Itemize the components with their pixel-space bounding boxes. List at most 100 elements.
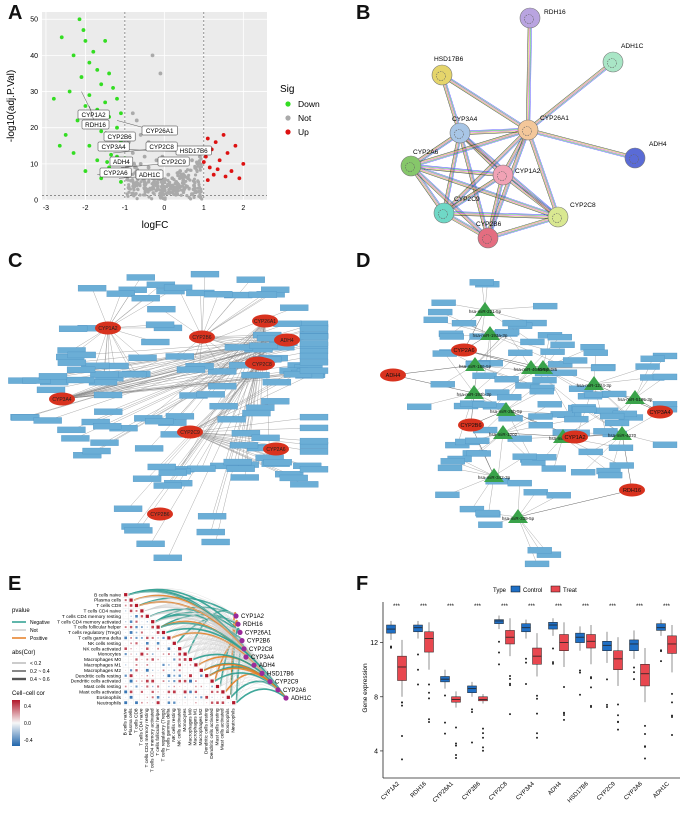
mirna-node[interactable]: hsa-miR-193a-3p [473, 326, 508, 340]
cellcor-mark [141, 659, 143, 660]
immune-gene-cyp2c9[interactable]: CYP2C9 [267, 679, 299, 686]
volcano-point-up [223, 174, 228, 179]
mirna-gene-adh4[interactable]: ADH4 [380, 368, 406, 382]
immune-gene-cyp1a2[interactable]: CYP1A2 [233, 613, 265, 620]
mirna-node[interactable]: hsa-miR-186-5p [459, 357, 492, 371]
drug-hub-cyp2a6[interactable]: CYP2A6 [263, 442, 289, 456]
drug-hub-ellipse [263, 442, 289, 456]
ppi-edge [528, 63, 615, 132]
cellcor-mark [216, 690, 219, 693]
drug-node [58, 325, 88, 332]
immune-gene-hsd17b6[interactable]: HSD17B6 [259, 670, 294, 678]
mirna-node[interactable]: hsa-miR-4640-5p [514, 360, 549, 374]
volcano-point-up [213, 140, 218, 145]
cell-row-label: Plasma cells [94, 598, 122, 604]
box-outlier [525, 657, 527, 660]
cell-row-label: Mast cells resting [84, 684, 121, 690]
volcano-point-not [182, 181, 186, 186]
mirna-gene-rdh16[interactable]: RDH16 [619, 483, 645, 497]
ppi-node-cyp2a6[interactable]: CYP2A6 [400, 149, 439, 177]
ppi-node-cyp1a2[interactable]: CYP1A2 [492, 164, 541, 186]
mirna-node[interactable]: hsa-miR-339-5p [502, 509, 535, 523]
immune-gene-adh1c[interactable]: ADH1C [283, 695, 312, 702]
volcano-point-not [192, 183, 196, 188]
drug-hub-cyp2b6[interactable]: CYP2B6 [147, 507, 173, 521]
ppi-node-cyp2c8[interactable]: CYP2C8 [547, 202, 596, 228]
box-treat [559, 622, 569, 721]
cellcor-mark [125, 664, 127, 666]
box-control [440, 669, 450, 735]
mirna-node[interactable]: hsa-miR-4270 [608, 426, 637, 440]
cellcor-mark [125, 669, 127, 671]
cellcor-mark [135, 653, 138, 655]
drug-hub-cyp26a1[interactable]: CYP26A1 [252, 314, 278, 328]
ppi-edge [528, 18, 532, 131]
drug-hub-cyp1a2[interactable]: CYP1A2 [95, 321, 121, 335]
volcano-label-box [77, 109, 110, 120]
ppi-node-hsd17b6[interactable]: HSD17B6 [431, 56, 464, 86]
ppi-edge [443, 213, 558, 219]
ppi-edge [444, 175, 504, 214]
mirna-gene-cyp1a2[interactable]: CYP1A2 [562, 430, 588, 444]
drug-edge [177, 287, 203, 338]
drug-node [94, 408, 123, 415]
volcano-legend: Sig Down Not Up [280, 84, 320, 137]
mirna-node[interactable]: hsa-miR-342-3p [478, 468, 511, 482]
ppi-node-cyp2b6[interactable]: CYP2B6 [476, 221, 502, 249]
ppi-node-rdh16[interactable]: RDH16 [519, 7, 566, 29]
drug-hub-cyp2b6[interactable]: CYP2B6 [189, 330, 215, 344]
mirna-gene-edge [392, 364, 476, 376]
volcano-point-not [146, 165, 151, 170]
drug-node [126, 274, 155, 281]
drug-hub-cyp3a4[interactable]: CYP3A4 [49, 392, 75, 406]
cellcor-mark [124, 685, 127, 688]
cellcor-mark [157, 637, 159, 639]
volcano-legend-title: Sig [280, 84, 294, 95]
volcano-point-not [174, 185, 179, 189]
immune-gene-cyp2c8[interactable]: CYP2C8 [241, 646, 273, 653]
ppi-node-adh4[interactable]: ADH4 [624, 141, 667, 169]
ppi-node-cyp26a1[interactable]: CYP26A1 [517, 115, 569, 141]
immune-gene-cyp26a1[interactable]: CYP26A1 [237, 629, 272, 637]
ppi-edge [443, 212, 559, 218]
mirna-node[interactable]: hsa-miR-221-5p [469, 302, 502, 316]
cellcor-mark [135, 669, 138, 672]
drug-hub-adh4[interactable]: ADH4 [274, 333, 300, 347]
lncrna-node [459, 505, 485, 513]
mirna-gene-cyp2a6[interactable]: CYP2A6 [451, 343, 477, 357]
drug-hub-cyp2c8[interactable]: CYP2C8 [249, 357, 275, 371]
mirna-node[interactable]: hsa-miR-1202 [489, 425, 518, 439]
drug-node [33, 417, 62, 424]
cellcor-mark [135, 625, 138, 629]
ppi-node-cyp3a4[interactable]: CYP3A4 [449, 116, 478, 144]
ppi-edge [502, 174, 559, 218]
immune-gene-rdh16[interactable]: RDH16 [235, 621, 263, 629]
boxplot-xtick: ADH4 [547, 781, 563, 797]
cellcor-mark [129, 695, 133, 699]
drug-node [299, 333, 329, 340]
ppi-edge [443, 129, 528, 213]
drug-hub-cyp2c9[interactable]: CYP2C9 [177, 425, 203, 439]
lncrna-node [652, 441, 678, 448]
immune-gene-dot [259, 670, 265, 676]
mirna-gene-cyp3a4[interactable]: CYP3A4 [647, 405, 673, 419]
ppi-edge [488, 130, 530, 239]
mirna-node[interactable]: hsa-miR-1224-3p [577, 376, 612, 390]
drug-node [124, 527, 153, 534]
ppi-node-adh1c[interactable]: ADH1C [602, 43, 644, 73]
immune-gene-cyp3a4[interactable]: CYP3A4 [243, 654, 275, 661]
mirna-node[interactable]: hsa-miR-5195-3p [618, 390, 653, 404]
immune-gene-cyp2a6[interactable]: CYP2A6 [275, 687, 307, 694]
immune-gene-adh4[interactable]: ADH4 [251, 662, 276, 670]
mirna-node[interactable]: hsa-miR-193b-3p [457, 385, 492, 399]
volcano-point-not [146, 190, 150, 194]
cellcor-mark [152, 702, 154, 704]
ppi-node-cyp2c9[interactable]: CYP2C9 [433, 196, 480, 224]
mirna-node[interactable]: hsa-miR-26b-5p [490, 402, 523, 416]
immune-gene-cyp2b6[interactable]: CYP2B6 [239, 638, 271, 645]
box-significance: *** [393, 604, 401, 610]
ppi-node-structure [482, 234, 492, 244]
cellcor-mark [136, 691, 137, 693]
box-outlier [401, 701, 403, 704]
mirna-gene-cyp2b6[interactable]: CYP2B6 [458, 418, 484, 432]
